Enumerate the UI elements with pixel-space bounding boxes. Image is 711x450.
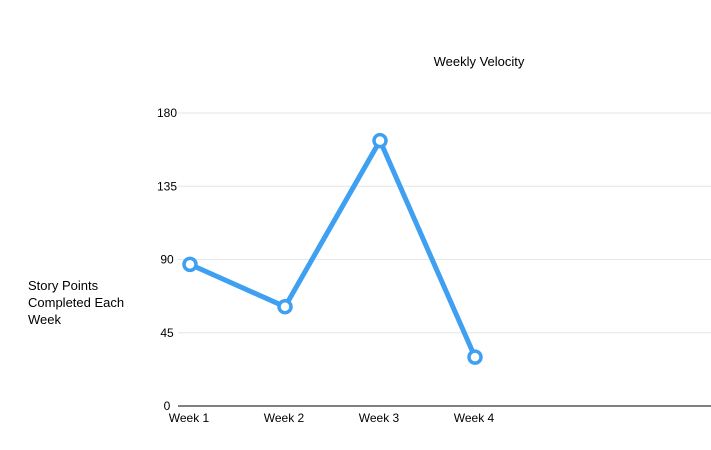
- series-line: [187, 138, 478, 360]
- y-axis-label: Story Points Completed Each Week: [28, 278, 125, 327]
- x-tick-label: Week 1: [169, 411, 210, 425]
- y-tick-label: 90: [160, 253, 174, 267]
- data-point: [182, 256, 198, 273]
- x-tick-label: Week 2: [264, 411, 305, 425]
- data-point: [277, 298, 293, 315]
- grid-lines: [178, 112, 711, 334]
- x-axis-ticks: Week 1 Week 2 Week 3 Week 4: [169, 411, 495, 425]
- y-tick-label: 45: [160, 326, 174, 340]
- series-group: [182, 132, 483, 365]
- x-tick-label: Week 4: [454, 411, 495, 425]
- data-point: [467, 349, 483, 365]
- y-tick-label: 180: [157, 106, 177, 120]
- chart-title: Weekly Velocity: [434, 54, 525, 69]
- x-tick-label: Week 3: [359, 411, 400, 425]
- y-tick-label: 135: [157, 179, 177, 193]
- y-axis-ticks: 0 45 90 135 180: [157, 106, 177, 413]
- y-tick-label: 0: [164, 399, 171, 413]
- data-point: [372, 132, 388, 149]
